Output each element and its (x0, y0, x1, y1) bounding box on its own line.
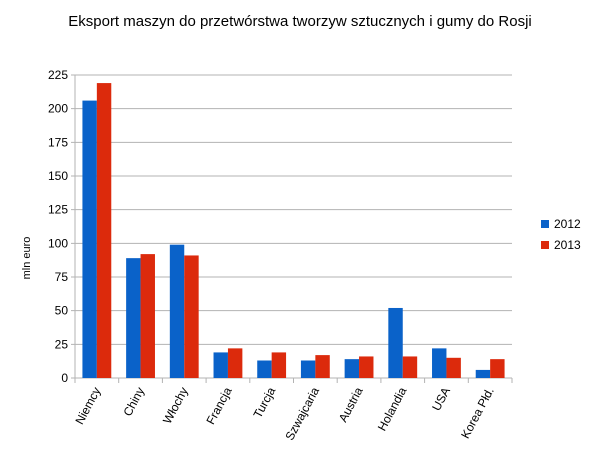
y-tick-label: 75 (55, 270, 69, 284)
bar (344, 359, 360, 378)
y-tick-label: 175 (48, 135, 68, 149)
legend-swatch (541, 241, 549, 249)
bar (432, 348, 447, 378)
chart-title: Eksport maszyn do przetwórstwa tworzyw s… (68, 13, 531, 30)
x-tick-label: Turcja (250, 385, 278, 421)
bar (126, 258, 141, 378)
y-tick-label: 100 (48, 236, 68, 250)
y-tick-label: 125 (48, 203, 68, 217)
bar (359, 356, 374, 378)
y-tick-label: 50 (55, 304, 69, 318)
x-tick-label: Włochy (160, 385, 191, 426)
bar (300, 360, 316, 378)
x-tick-label: Holandia (375, 385, 410, 434)
bar (96, 83, 112, 378)
y-axis-title: mln euro (21, 237, 33, 280)
y-tick-label: 200 (48, 102, 68, 116)
bar (169, 244, 185, 378)
legend-label: 2012 (554, 217, 581, 231)
bar (82, 100, 97, 378)
x-tick-label: Niemcy (72, 385, 103, 427)
bar (271, 352, 287, 378)
bar (388, 307, 403, 378)
bar (140, 254, 155, 378)
x-tick-label: Korea Płd. (458, 385, 497, 441)
bar (490, 359, 505, 378)
x-tick-label: Szwajcaria (282, 385, 322, 443)
y-tick-label: 150 (48, 169, 68, 183)
x-tick-label: USA (429, 385, 453, 413)
x-tick-label: Austria (336, 385, 366, 425)
bar (402, 356, 418, 378)
bar (227, 348, 243, 378)
legend-swatch (541, 220, 549, 228)
bar (213, 352, 228, 378)
y-tick-label: 225 (48, 68, 68, 82)
y-tick-label: 0 (61, 371, 68, 385)
bar (446, 357, 461, 378)
x-tick-label: Chiny (120, 385, 147, 419)
legend-label: 2013 (554, 238, 581, 252)
bar (257, 360, 272, 378)
bar (475, 369, 491, 378)
x-tick-label: Francja (203, 385, 234, 427)
y-tick-label: 25 (55, 337, 69, 351)
bar (315, 355, 330, 378)
bar (184, 255, 199, 378)
